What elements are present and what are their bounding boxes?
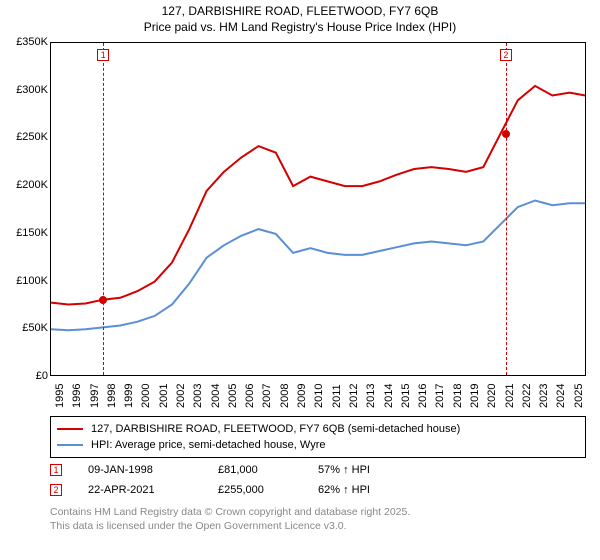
- annotation-row-2: 2 22-APR-2021 £255,000 62% ↑ HPI: [50, 480, 586, 500]
- x-tick-label: 1999: [123, 384, 135, 408]
- x-tick-label: 2003: [192, 384, 204, 408]
- annotation-price-2: £255,000: [218, 484, 318, 496]
- marker-vline: [103, 43, 104, 375]
- annotation-price-1: £81,000: [218, 464, 318, 476]
- marker-vline: [506, 43, 507, 375]
- x-tick-label: 2025: [573, 384, 585, 408]
- legend: 127, DARBISHIRE ROAD, FLEETWOOD, FY7 6QB…: [50, 416, 586, 458]
- x-tick-label: 2013: [365, 384, 377, 408]
- title-line-1: 127, DARBISHIRE ROAD, FLEETWOOD, FY7 6QB: [0, 4, 600, 20]
- legend-label-2: HPI: Average price, semi-detached house,…: [91, 439, 325, 451]
- legend-item-1: 127, DARBISHIRE ROAD, FLEETWOOD, FY7 6QB…: [57, 421, 579, 437]
- y-tick-label: £100K: [16, 275, 48, 287]
- license-line-2: This data is licensed under the Open Gov…: [50, 520, 586, 534]
- x-tick-label: 2011: [331, 384, 343, 408]
- legend-label-1: 127, DARBISHIRE ROAD, FLEETWOOD, FY7 6QB…: [91, 423, 460, 435]
- x-tick-label: 2014: [383, 384, 395, 408]
- x-tick-label: 2010: [313, 384, 325, 408]
- legend-swatch-1: [57, 428, 83, 430]
- chart-container: 127, DARBISHIRE ROAD, FLEETWOOD, FY7 6QB…: [0, 0, 600, 560]
- y-tick-label: £0: [36, 370, 48, 382]
- marker-dot: [99, 296, 107, 304]
- x-tick-label: 2023: [538, 384, 550, 408]
- x-tick-label: 2022: [521, 384, 533, 408]
- x-tick-label: 2021: [504, 384, 516, 408]
- annotation-date-2: 22-APR-2021: [88, 484, 218, 496]
- x-tick-label: 2004: [210, 384, 222, 408]
- x-tick-label: 2020: [486, 384, 498, 408]
- y-tick-label: £150K: [16, 227, 48, 239]
- x-tick-label: 1998: [106, 384, 118, 408]
- annotation-hpi-2: 62% ↑ HPI: [318, 484, 448, 496]
- x-tick-label: 2005: [227, 384, 239, 408]
- x-tick-label: 2008: [279, 384, 291, 408]
- y-tick-label: £250K: [16, 131, 48, 143]
- x-tick-label: 2017: [434, 384, 446, 408]
- marker-box: 2: [500, 49, 512, 61]
- annotation-table: 1 09-JAN-1998 £81,000 57% ↑ HPI 2 22-APR…: [50, 460, 586, 500]
- x-tick-label: 2006: [244, 384, 256, 408]
- license-text: Contains HM Land Registry data © Crown c…: [50, 506, 586, 533]
- x-tick-label: 2009: [296, 384, 308, 408]
- x-tick-label: 2024: [555, 384, 567, 408]
- x-tick-label: 2002: [175, 384, 187, 408]
- annotation-hpi-1: 57% ↑ HPI: [318, 464, 448, 476]
- marker-box: 1: [97, 49, 109, 61]
- license-line-1: Contains HM Land Registry data © Crown c…: [50, 506, 586, 520]
- x-tick-label: 1996: [71, 384, 83, 408]
- annotation-marker-2: 2: [50, 484, 62, 496]
- annotation-row-1: 1 09-JAN-1998 £81,000 57% ↑ HPI: [50, 460, 586, 480]
- legend-swatch-2: [57, 444, 83, 446]
- title-block: 127, DARBISHIRE ROAD, FLEETWOOD, FY7 6QB…: [0, 0, 600, 35]
- x-tick-label: 2018: [452, 384, 464, 408]
- x-tick-label: 2012: [348, 384, 360, 408]
- x-tick-label: 2015: [400, 384, 412, 408]
- x-tick-label: 2019: [469, 384, 481, 408]
- marker-dot: [502, 130, 510, 138]
- annotation-date-1: 09-JAN-1998: [88, 464, 218, 476]
- y-tick-label: £300K: [16, 84, 48, 96]
- legend-item-2: HPI: Average price, semi-detached house,…: [57, 437, 579, 453]
- annotation-marker-1: 1: [50, 464, 62, 476]
- title-line-2: Price paid vs. HM Land Registry's House …: [0, 20, 600, 36]
- x-tick-label: 1997: [89, 384, 101, 408]
- x-tick-label: 2001: [158, 384, 170, 408]
- y-tick-label: £200K: [16, 179, 48, 191]
- x-tick-label: 2007: [261, 384, 273, 408]
- y-tick-label: £350K: [16, 36, 48, 48]
- chart-plot-area: 12: [50, 42, 586, 376]
- x-tick-label: 2016: [417, 384, 429, 408]
- x-tick-label: 2000: [140, 384, 152, 408]
- x-tick-label: 1995: [54, 384, 66, 408]
- y-tick-label: £50K: [22, 322, 48, 334]
